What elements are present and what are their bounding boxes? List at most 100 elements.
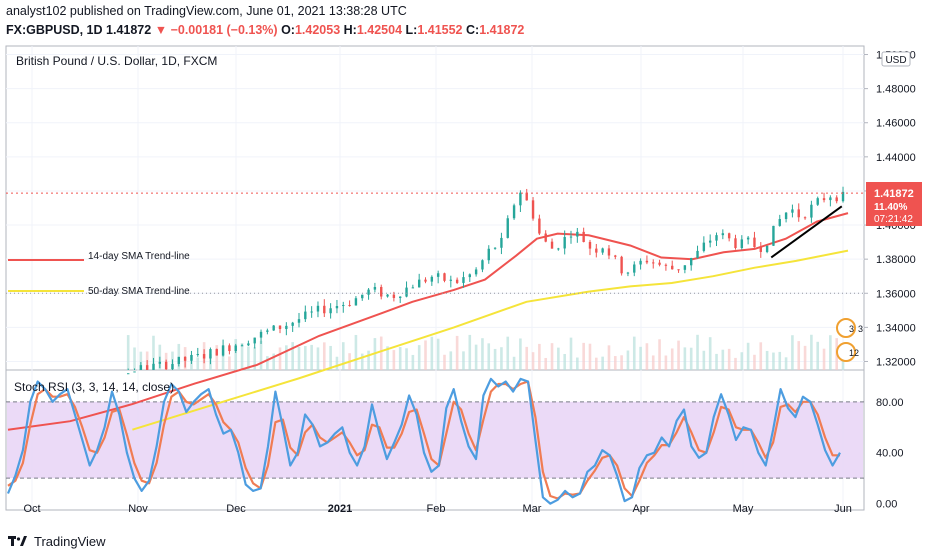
candle-body[interactable] <box>829 197 832 201</box>
candle-body[interactable] <box>310 311 313 313</box>
candle-body[interactable] <box>487 248 490 261</box>
candle-body[interactable] <box>417 279 421 288</box>
candle-body[interactable] <box>215 349 218 356</box>
candle-body[interactable] <box>234 345 237 352</box>
candle-body[interactable] <box>228 345 231 352</box>
candle-body[interactable] <box>816 198 819 205</box>
candle-body[interactable] <box>196 354 199 356</box>
candle-body[interactable] <box>183 356 187 361</box>
candle-body[interactable] <box>481 260 484 270</box>
candle-body[interactable] <box>291 322 294 326</box>
candle-body[interactable] <box>721 233 725 236</box>
candle-body[interactable] <box>361 294 364 299</box>
candle-body[interactable] <box>436 273 440 277</box>
candle-body[interactable] <box>462 277 465 283</box>
event-flag-icon[interactable] <box>836 342 856 362</box>
candle-body[interactable] <box>778 219 781 226</box>
candle-body[interactable] <box>519 192 522 206</box>
candle-body[interactable] <box>449 279 453 281</box>
candle-body[interactable] <box>797 209 800 218</box>
candle-body[interactable] <box>253 337 256 344</box>
candle-body[interactable] <box>152 363 155 370</box>
candle-body[interactable] <box>348 305 351 307</box>
candle-body[interactable] <box>727 233 731 239</box>
candle-body[interactable] <box>671 265 674 270</box>
sma50-line[interactable] <box>132 249 849 431</box>
candle-body[interactable] <box>835 197 838 202</box>
candle-body[interactable] <box>474 269 478 275</box>
candle-body[interactable] <box>158 361 162 364</box>
candle-body[interactable] <box>538 218 541 234</box>
candle-body[interactable] <box>335 306 339 309</box>
candle-body[interactable] <box>512 205 516 219</box>
candle-body[interactable] <box>740 239 744 249</box>
chart-canvas[interactable]: 1.500001.480001.460001.440001.420001.400… <box>0 40 934 530</box>
candle-body[interactable] <box>240 345 244 347</box>
candle-body[interactable] <box>304 311 307 320</box>
candle-body[interactable] <box>772 225 775 246</box>
candle-body[interactable] <box>493 247 497 249</box>
candle-body[interactable] <box>765 245 769 252</box>
candle-body[interactable] <box>759 247 762 252</box>
candle-body[interactable] <box>145 365 149 370</box>
candle-body[interactable] <box>272 325 275 331</box>
candle-body[interactable] <box>430 276 434 282</box>
candle-body[interactable] <box>525 192 528 201</box>
candle-body[interactable] <box>329 308 332 314</box>
sma14-line[interactable] <box>7 212 849 431</box>
candle-body[interactable] <box>164 361 168 370</box>
candle-body[interactable] <box>367 289 370 295</box>
candle-body[interactable] <box>221 345 225 356</box>
candle-body[interactable] <box>443 273 446 281</box>
currency-box[interactable] <box>881 51 911 67</box>
candle-body[interactable] <box>791 209 794 213</box>
candle-body[interactable] <box>715 235 718 241</box>
candle-body[interactable] <box>285 325 288 330</box>
candle-body[interactable] <box>468 274 471 278</box>
candle-body[interactable] <box>139 365 143 370</box>
candle-body[interactable] <box>399 296 402 298</box>
candle-body[interactable] <box>177 356 180 365</box>
candle-body[interactable] <box>810 204 813 218</box>
candle-body[interactable] <box>259 331 263 338</box>
event-flag-icon[interactable] <box>836 318 856 338</box>
candle-body[interactable] <box>708 240 712 243</box>
candle-body[interactable] <box>506 218 509 238</box>
candle-body[interactable] <box>595 248 598 253</box>
candle-body[interactable] <box>683 265 687 270</box>
candle-body[interactable] <box>633 264 636 273</box>
candle-body[interactable] <box>639 260 642 265</box>
candle-body[interactable] <box>411 287 415 289</box>
candle-body[interactable] <box>550 241 554 249</box>
candle-body[interactable] <box>354 298 358 306</box>
candle-body[interactable] <box>323 305 326 314</box>
candle-body[interactable] <box>392 294 396 298</box>
candle-body[interactable] <box>266 330 269 332</box>
candle-body[interactable] <box>582 231 585 242</box>
candle-body[interactable] <box>209 349 212 359</box>
candle-body[interactable] <box>626 272 630 274</box>
trend-line[interactable] <box>770 205 843 259</box>
candle-body[interactable] <box>677 269 680 271</box>
candle-body[interactable] <box>645 260 649 263</box>
candle-body[interactable] <box>576 231 579 237</box>
candle-body[interactable] <box>734 238 737 249</box>
candle-body[interactable] <box>278 325 282 330</box>
candle-body[interactable] <box>126 373 130 375</box>
candle-body[interactable] <box>607 248 611 256</box>
event-markers[interactable]: 3 3 12 <box>836 318 863 362</box>
candle-body[interactable] <box>202 354 206 359</box>
candle-body[interactable] <box>784 212 788 220</box>
candle-body[interactable] <box>569 236 573 238</box>
candle-body[interactable] <box>803 217 807 219</box>
candle-body[interactable] <box>531 200 535 219</box>
candle-body[interactable] <box>563 237 566 249</box>
main-pane[interactable] <box>5 45 865 371</box>
candle-body[interactable] <box>614 255 617 257</box>
candle-body[interactable] <box>690 257 693 266</box>
candle-body[interactable] <box>841 191 845 202</box>
candle-body[interactable] <box>544 233 547 242</box>
candle-body[interactable] <box>664 264 668 266</box>
candle-body[interactable] <box>658 262 661 265</box>
symbol-label[interactable]: FX:GBPUSD, 1D <box>6 23 103 37</box>
